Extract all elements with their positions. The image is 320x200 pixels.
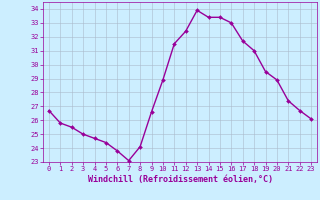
X-axis label: Windchill (Refroidissement éolien,°C): Windchill (Refroidissement éolien,°C) [87,175,273,184]
